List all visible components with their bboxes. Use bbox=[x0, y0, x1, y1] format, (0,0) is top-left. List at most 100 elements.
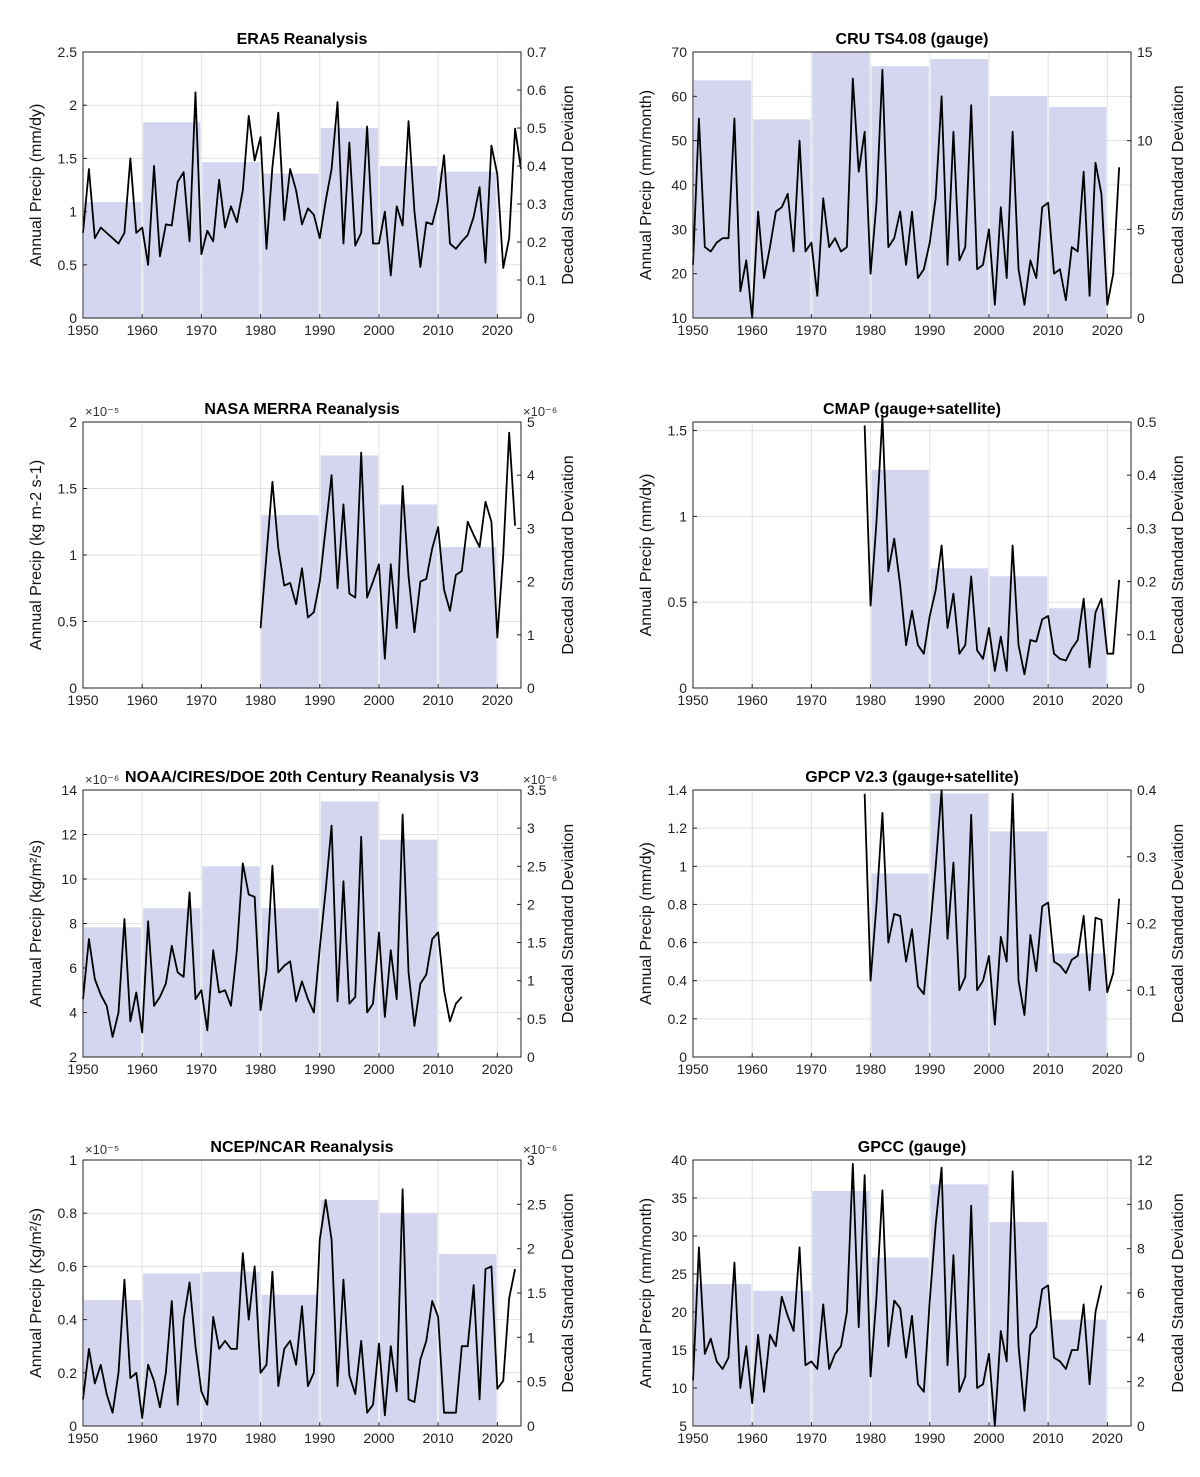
y2-tick-label: 0.3 bbox=[1137, 849, 1157, 865]
y2-tick-label: 1 bbox=[527, 1329, 535, 1345]
y-tick-label: 40 bbox=[671, 1152, 687, 1168]
y-tick-label: 15 bbox=[671, 1342, 687, 1358]
chart-panel: 1950 1960 1970 1980 1990 2000 2010 202024681012… bbox=[28, 769, 577, 1077]
y2-tick-label: 0.3 bbox=[527, 196, 547, 212]
x-tick-label: 1970 bbox=[186, 1430, 217, 1446]
chart-panel: 1950 1960 1970 1980 1990 2000 2010 2020 0 0.5 1 1.5… bbox=[28, 401, 577, 708]
y2-tick-label: 0 bbox=[1137, 1049, 1145, 1065]
y2-tick-label: 0 bbox=[527, 680, 535, 696]
y-tick-label: 50 bbox=[671, 133, 687, 149]
y2-tick-label: 0.1 bbox=[527, 272, 547, 288]
y-tick-label: 20 bbox=[671, 1304, 687, 1320]
x-tick-label: 2020 bbox=[482, 1430, 513, 1446]
x-tick-label: 2010 bbox=[423, 322, 454, 338]
chart-title: CRU TS4.08 (gauge) bbox=[836, 31, 989, 48]
y-tick-label: 8 bbox=[69, 916, 77, 932]
y-exponent-label: ×10⁻⁵ bbox=[85, 1142, 119, 1157]
y-tick-label: 0.8 bbox=[58, 1205, 78, 1221]
y2-tick-label: 0 bbox=[527, 1418, 535, 1434]
y-tick-label: 1.5 bbox=[58, 481, 78, 497]
y-tick-label: 1 bbox=[69, 1152, 77, 1168]
plot-frame bbox=[82, 51, 522, 319]
annual-precip-line bbox=[82, 91, 522, 277]
x-tick-label: 1970 bbox=[796, 692, 827, 708]
y-tick-label: 1.5 bbox=[58, 150, 78, 166]
y2-tick-label: 2 bbox=[527, 574, 535, 590]
chart-panel: 1950 1960 1970 1980 1990 2000 2010 202051015202… bbox=[638, 1139, 1187, 1446]
y2-axis-title: Decadal Standard Deviation bbox=[560, 824, 577, 1023]
y2-tick-label: 0.4 bbox=[1137, 467, 1157, 483]
y-tick-label: 14 bbox=[61, 782, 77, 798]
x-tick-label: 1980 bbox=[245, 1061, 276, 1077]
y2-tick-label: 2 bbox=[527, 1241, 535, 1257]
decadal-sd-bar bbox=[989, 96, 1048, 318]
x-tick-label: 1980 bbox=[855, 322, 886, 338]
y-tick-label: 6 bbox=[69, 960, 77, 976]
decadal-sd-bar bbox=[871, 873, 929, 1057]
y-exponent-label: ×10⁻⁵ bbox=[85, 404, 119, 419]
chart-title: GPCP V2.3 (gauge+satellite) bbox=[805, 769, 1019, 786]
y-tick-label: 4 bbox=[69, 1005, 77, 1021]
y2-tick-label: 1 bbox=[527, 973, 535, 989]
y2-tick-label: 5 bbox=[527, 414, 535, 430]
x-tick-label: 1960 bbox=[127, 1430, 158, 1446]
y-tick-label: 0.6 bbox=[58, 1258, 78, 1274]
annual-precip-line bbox=[863, 415, 1121, 676]
x-tick-label: 2000 bbox=[973, 1061, 1004, 1077]
y-tick-label: 20 bbox=[671, 266, 687, 282]
decadal-sd-bar bbox=[1049, 106, 1107, 319]
y2-tick-label: 2 bbox=[527, 896, 535, 912]
decadal-sd-bar bbox=[320, 1199, 378, 1426]
y2-tick-label: 3.5 bbox=[527, 782, 547, 798]
y2-tick-label: 0.2 bbox=[527, 234, 547, 250]
y-tick-label: 2 bbox=[69, 97, 77, 113]
x-tick-label: 1990 bbox=[304, 692, 335, 708]
x-tick-label: 1950 bbox=[677, 1061, 708, 1077]
y-tick-label: 0 bbox=[679, 680, 687, 696]
y2-tick-label: 1 bbox=[527, 627, 535, 643]
y2-tick-label: 12 bbox=[1137, 1152, 1153, 1168]
y-tick-label: 10 bbox=[671, 310, 687, 326]
y2-axis-title: Decadal Standard Deviation bbox=[1170, 1193, 1187, 1392]
y-tick-label: 0.2 bbox=[58, 1365, 78, 1381]
y-tick-label: 0.4 bbox=[668, 973, 688, 989]
y2-axis-title: Decadal Standard Deviation bbox=[1170, 455, 1187, 654]
y-tick-label: 1 bbox=[679, 508, 687, 524]
y-tick-label: 30 bbox=[671, 1228, 687, 1244]
x-tick-label: 2020 bbox=[482, 692, 513, 708]
y2-tick-label: 0 bbox=[527, 1049, 535, 1065]
y-tick-label: 10 bbox=[671, 1380, 687, 1396]
x-tick-label: 1950 bbox=[677, 322, 708, 338]
x-tick-label: 1950 bbox=[67, 1430, 98, 1446]
decadal-sd-bar bbox=[439, 171, 497, 318]
y-axis-title: Annual Precip (mm/dy) bbox=[638, 842, 655, 1005]
y-tick-label: 0.8 bbox=[668, 896, 688, 912]
y-tick-label: 0.5 bbox=[668, 594, 688, 610]
x-tick-label: 1990 bbox=[914, 322, 945, 338]
decadal-sd-bar bbox=[1049, 608, 1107, 688]
x-tick-label: 1960 bbox=[737, 692, 768, 708]
y2-tick-label: 2.5 bbox=[527, 858, 547, 874]
y2-tick-label: 3 bbox=[527, 1152, 535, 1168]
x-tick-label: 2010 bbox=[1033, 322, 1064, 338]
y2-tick-label: 6 bbox=[1137, 1285, 1145, 1301]
y2-tick-label: 0.1 bbox=[1137, 982, 1157, 998]
chart-title: NASA MERRA Reanalysis bbox=[204, 401, 399, 418]
plot-frame bbox=[692, 421, 1132, 689]
y2-tick-label: 0.5 bbox=[527, 1011, 547, 1027]
x-tick-label: 2020 bbox=[1092, 1061, 1123, 1077]
decadal-sd-bar bbox=[261, 1294, 319, 1426]
y2-tick-label: 0.1 bbox=[1137, 627, 1157, 643]
y-tick-label: 0 bbox=[69, 310, 77, 326]
y2-tick-label: 0.4 bbox=[1137, 782, 1157, 798]
x-tick-label: 2000 bbox=[363, 322, 394, 338]
x-tick-label: 1980 bbox=[245, 322, 276, 338]
y2-tick-label: 0 bbox=[1137, 680, 1145, 696]
annual-precip-line bbox=[692, 1162, 1103, 1427]
y2-tick-label: 1.5 bbox=[527, 1285, 547, 1301]
y2-tick-label: 1.5 bbox=[527, 935, 547, 951]
decadal-sd-bar bbox=[84, 1300, 142, 1426]
y-axis-title: Annual Precip (kg m-2 s-1) bbox=[28, 460, 45, 650]
x-tick-label: 2020 bbox=[482, 1061, 513, 1077]
x-tick-label: 1950 bbox=[677, 692, 708, 708]
